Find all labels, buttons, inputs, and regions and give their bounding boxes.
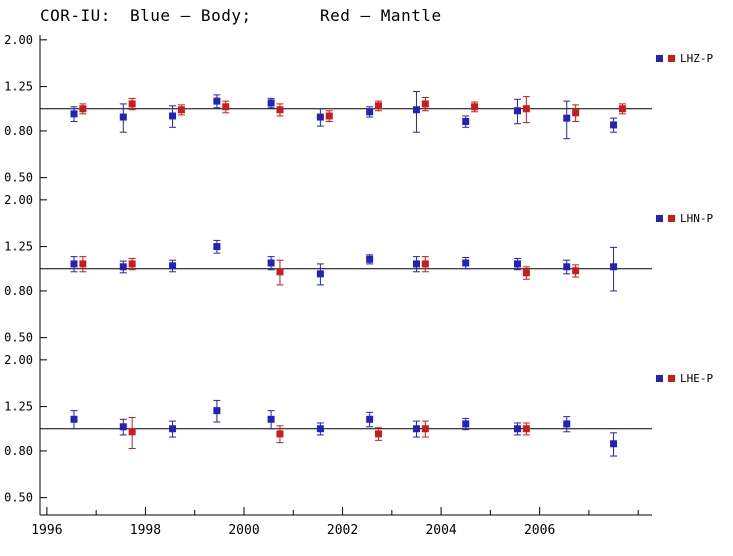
data-point-mantle [522, 269, 530, 277]
data-point-mantle [276, 106, 284, 114]
data-point-body [169, 425, 177, 433]
data-point-mantle [618, 105, 626, 113]
data-point-mantle [421, 100, 429, 108]
y-tick-label: 2.00 [4, 33, 33, 47]
y-tick-label: 0.50 [4, 491, 33, 505]
data-point-body [213, 407, 221, 415]
data-point-body [513, 107, 521, 115]
y-tick-label: 0.50 [4, 171, 33, 185]
data-point-body [610, 121, 618, 129]
data-point-body [213, 97, 221, 105]
y-tick-label: 0.80 [4, 444, 33, 458]
y-tick-label: 0.80 [4, 284, 33, 298]
data-point-body [316, 270, 324, 278]
data-point-body [462, 259, 470, 267]
x-tick-label: 1996 [31, 523, 62, 538]
data-point-mantle [128, 260, 136, 268]
y-tick-label: 0.80 [4, 124, 33, 138]
data-point-body [462, 117, 470, 125]
legend-body-swatch [656, 375, 663, 382]
x-tick-label: 2002 [327, 523, 358, 538]
figure-title-mantle-legend: Red — Mantle [320, 6, 442, 25]
data-point-body [513, 425, 521, 433]
y-tick-label: 1.25 [4, 400, 33, 414]
data-point-mantle [325, 112, 333, 120]
data-point-body [412, 106, 420, 114]
y-tick-label: 2.00 [4, 353, 33, 367]
legend-body-swatch [656, 55, 663, 62]
data-point-mantle [128, 428, 136, 436]
data-point-body [366, 255, 374, 263]
data-point-mantle [375, 430, 383, 438]
y-tick-label: 2.00 [4, 193, 33, 207]
data-point-body [70, 260, 78, 268]
data-point-body [366, 415, 374, 423]
data-point-body [462, 420, 470, 428]
figure-title-body-legend: Blue — Body; [130, 6, 252, 25]
data-point-mantle [276, 430, 284, 438]
y-tick-label: 1.25 [4, 240, 33, 254]
data-point-body [366, 108, 374, 116]
data-point-mantle [128, 100, 136, 108]
data-point-mantle [79, 260, 87, 268]
x-tick-label: 1998 [130, 523, 161, 538]
data-point-body [213, 243, 221, 251]
data-point-mantle [222, 103, 230, 111]
data-point-body [610, 263, 618, 271]
data-point-body [316, 113, 324, 121]
data-point-mantle [522, 105, 530, 113]
data-point-body [267, 259, 275, 267]
data-point-body [563, 114, 571, 122]
data-point-mantle [375, 102, 383, 110]
panel-legend-label: LHN-P [680, 212, 713, 225]
data-point-body [70, 415, 78, 423]
legend-mantle-swatch [668, 215, 675, 222]
data-point-mantle [522, 425, 530, 433]
panel-legend-label: LHZ-P [680, 52, 713, 65]
data-point-body [70, 110, 78, 118]
data-point-mantle [421, 425, 429, 433]
data-point-body [119, 263, 127, 271]
data-point-body [169, 262, 177, 270]
data-point-body [412, 425, 420, 433]
data-point-body [119, 423, 127, 431]
data-point-body [610, 440, 618, 448]
data-point-body [267, 415, 275, 423]
data-point-body [412, 260, 420, 268]
y-tick-label: 0.50 [4, 331, 33, 345]
data-point-mantle [572, 267, 580, 275]
x-tick-label: 2006 [524, 523, 555, 538]
data-point-mantle [421, 260, 429, 268]
data-point-body [267, 99, 275, 107]
panel-legend-label: LHE-P [680, 372, 713, 385]
data-point-mantle [572, 109, 580, 117]
data-point-mantle [471, 103, 479, 111]
data-point-body [563, 420, 571, 428]
data-point-body [119, 113, 127, 121]
data-point-mantle [276, 268, 284, 276]
data-point-mantle [177, 106, 185, 114]
legend-body-swatch [656, 215, 663, 222]
x-tick-label: 2004 [425, 523, 456, 538]
x-tick-label: 2000 [228, 523, 259, 538]
data-point-body [169, 112, 177, 120]
data-point-body [316, 425, 324, 433]
data-point-mantle [79, 105, 87, 113]
figure-title-station: COR-IU: [40, 6, 111, 25]
plot-layer: 1996 1998 2000 2002 2004 2006 2.00 1.25 0.80 0.50… [4, 33, 713, 538]
legend-mantle-swatch [668, 375, 675, 382]
data-point-body [563, 263, 571, 271]
data-point-body [513, 260, 521, 268]
y-tick-label: 1.25 [4, 80, 33, 94]
legend-mantle-swatch [668, 55, 675, 62]
